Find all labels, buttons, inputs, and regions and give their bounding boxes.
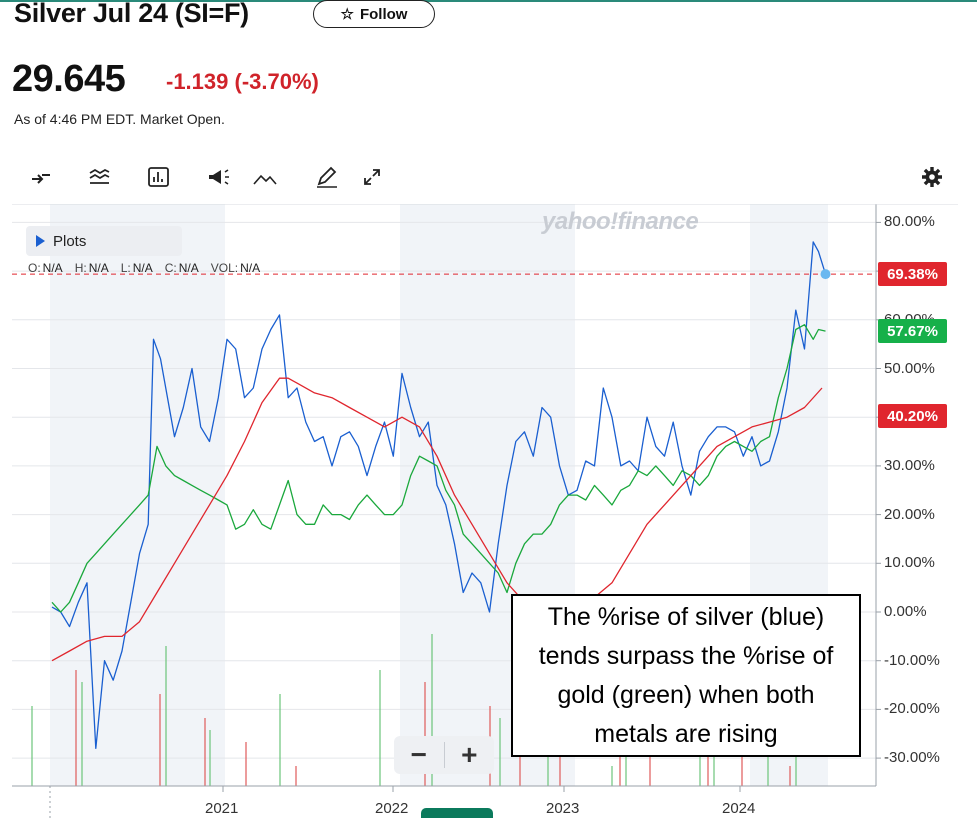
y-tick-label: 0.00%	[884, 603, 927, 620]
y-tick-label: 30.00%	[884, 456, 935, 474]
y-tick-label: -10.00%	[884, 651, 940, 669]
y-tick-label: 50.00%	[884, 359, 935, 377]
follow-button[interactable]: ☆ Follow	[313, 0, 435, 28]
y-tick-label: 80.00%	[884, 213, 935, 231]
settings-icon[interactable]	[915, 160, 949, 194]
top-rule	[0, 0, 977, 2]
x-tick-label: 2021	[205, 800, 239, 817]
y-tick-label: 20.00%	[884, 505, 935, 523]
x-tick-label: 2022	[375, 800, 409, 817]
yahoo-finance-watermark: yahoo!finance	[542, 208, 699, 235]
change-percent: (-3.70%)	[234, 69, 319, 94]
plots-toggle[interactable]: Plots	[26, 226, 182, 256]
chart-type-icon[interactable]	[142, 160, 176, 194]
compare-icon[interactable]	[24, 160, 58, 194]
x-tick-label: 2024	[722, 800, 756, 817]
series-line-2	[51, 324, 826, 613]
current-price: 29.645	[12, 58, 126, 100]
value-tag: 57.67%	[878, 319, 947, 344]
ohlc-open: O: N/A	[28, 261, 63, 275]
ohlc-readout: O: N/A H: N/A L: N/A C: N/A VOL: N/A	[28, 261, 260, 275]
series-line-1	[51, 241, 827, 750]
annotation-box: The %rise of silver (blue) tends surpass…	[511, 594, 861, 757]
draw-icon[interactable]	[310, 160, 344, 194]
x-tick-label: 2023	[546, 800, 580, 817]
star-icon: ☆	[340, 6, 354, 23]
value-tag: 40.20%	[878, 404, 947, 429]
indicators-icon[interactable]	[82, 160, 116, 194]
zoom-divider	[443, 742, 445, 768]
mountain-icon[interactable]	[248, 160, 282, 194]
current-price-dot	[820, 269, 831, 280]
follow-label: Follow	[359, 5, 408, 23]
price-change: -1.139 (-3.70%)	[166, 69, 319, 95]
ohlc-volume: VOL: N/A	[210, 261, 261, 275]
events-icon[interactable]	[202, 160, 236, 194]
y-tick-label: -30.00%	[884, 749, 940, 767]
chart-toolbar	[20, 160, 960, 196]
zoom-out-button[interactable]: −	[410, 739, 427, 770]
as-of-timestamp: As of 4:46 PM EDT. Market Open.	[14, 111, 225, 127]
ohlc-low: L: N/A	[120, 261, 153, 275]
series-line-3	[51, 377, 823, 662]
fullscreen-icon[interactable]	[355, 160, 389, 194]
plots-label: Plots	[53, 232, 87, 250]
ohlc-close: C: N/A	[164, 261, 199, 275]
page-title: Silver Jul 24 (SI=F)	[14, 0, 249, 28]
expand-triangle-icon	[36, 235, 45, 247]
shaded-band	[50, 204, 225, 786]
ohlc-high: H: N/A	[74, 261, 109, 275]
zoom-controls: − +	[394, 736, 494, 774]
y-tick-label: 10.00%	[884, 554, 935, 572]
value-tag: 69.38%	[878, 262, 947, 287]
zoom-in-button[interactable]: +	[461, 739, 478, 770]
bottom-tab[interactable]	[421, 808, 493, 818]
change-value: -1.139	[166, 69, 229, 94]
y-tick-label: -20.00%	[884, 700, 940, 718]
